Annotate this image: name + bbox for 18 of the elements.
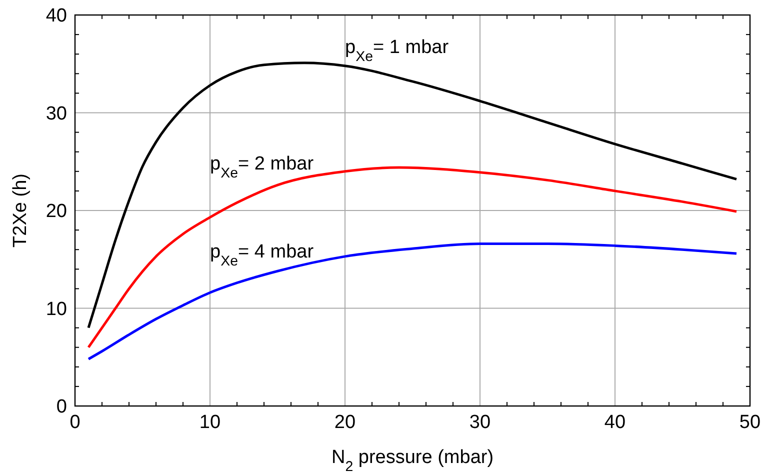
y-axis-title: T2Xe (h) [10,174,31,248]
y-tick-label: 40 [46,6,67,27]
x-tick-label: 40 [604,412,626,433]
line-series [87,62,738,330]
series-label: p$_{Xe}$= 2 mbar [210,153,314,182]
x-tick-label: 10 [199,412,221,433]
y-tick-label: 0 [56,396,67,418]
y-tick-label: 10 [46,298,67,320]
legend-label: p$_{Xe}$= 1 mbar [345,36,450,65]
y-tick-label: 20 [46,201,67,222]
x-tick-label: 50 [739,412,761,433]
series-label: p$_{Xe}$= 4 mbar [210,242,314,270]
x-tick-label: 30 [469,412,491,433]
line-series [87,242,738,360]
x-tick-label: 0 [70,412,80,433]
y-tick-label: 30 [46,103,67,124]
x-axis-title: N$_{2}$ pressure (mbar) [331,447,494,473]
x-tick-label: 20 [334,412,356,433]
